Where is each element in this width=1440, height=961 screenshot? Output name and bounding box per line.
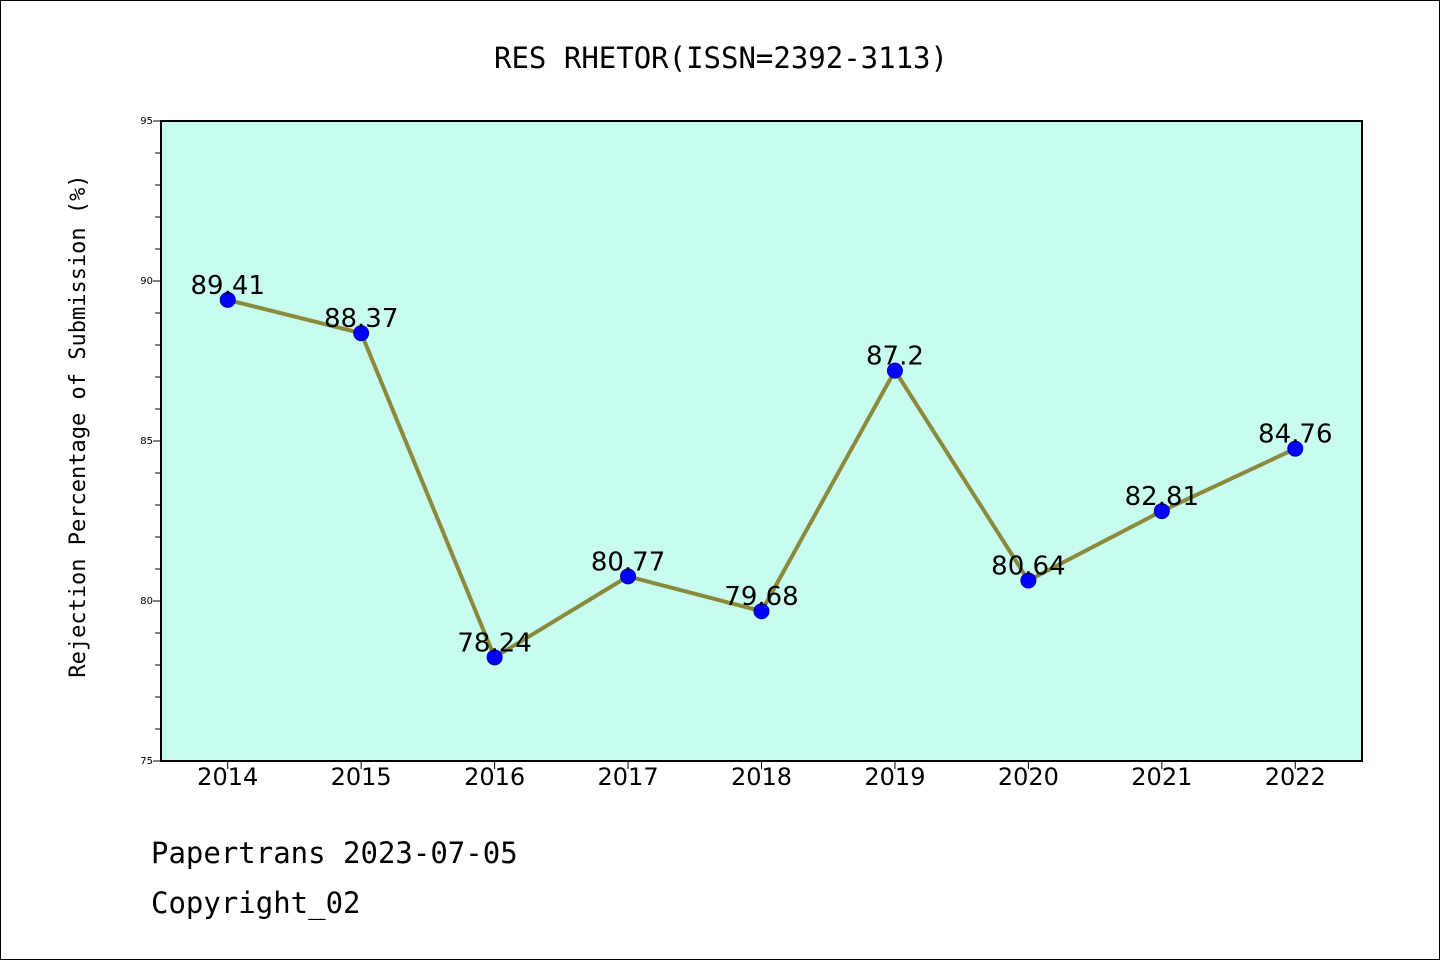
x-axis: 2014 2015 2016 2017 2018 2019 2020 2021 2022: [197, 761, 1326, 791]
data-label: 80.64: [991, 552, 1065, 582]
x-tick-label: 2021: [1131, 763, 1192, 791]
data-label: 80.77: [591, 547, 665, 577]
data-point: [1287, 440, 1304, 457]
data-point: [1153, 503, 1170, 520]
plot-border: [160, 120, 1363, 762]
x-tick-label: 2015: [331, 763, 392, 791]
data-point: [886, 362, 903, 379]
y-tick-label: 90: [140, 276, 153, 287]
data-label: 87.2: [866, 342, 924, 372]
x-tick-label: 2017: [598, 763, 659, 791]
footer-copyright: Copyright_02: [151, 886, 361, 920]
y-axis-label: Rejection Percentage of Submission (%): [66, 174, 91, 677]
series-group: 89.41 88.37 78.24 80.77 79.68 87.2 80.64 82.81 8…: [191, 271, 1332, 666]
x-tick-label: 2019: [864, 763, 925, 791]
y-tick-label: 75: [140, 756, 153, 767]
y-axis: 75 80 85 90 95: [140, 116, 161, 767]
data-label: 82.81: [1125, 482, 1199, 512]
data-point: [753, 603, 770, 620]
data-point: [353, 325, 370, 342]
x-tick-label: 2016: [464, 763, 525, 791]
x-tick-label: 2022: [1265, 763, 1326, 791]
data-label: 79.68: [724, 582, 798, 612]
x-tick-label: 2018: [731, 763, 792, 791]
data-label: 88.37: [324, 304, 398, 334]
y-tick-label: 85: [140, 436, 153, 447]
data-label: 84.76: [1258, 420, 1332, 450]
data-point: [620, 568, 637, 585]
y-tick-label: 95: [140, 116, 153, 127]
y-tick-label: 80: [140, 596, 153, 607]
data-label: 89.41: [191, 271, 265, 301]
data-point: [486, 649, 503, 666]
data-label: 78.24: [457, 628, 531, 658]
footer-date: Papertrans 2023-07-05: [151, 836, 518, 870]
data-point: [1020, 572, 1037, 589]
chart-title: RES RHETOR(ISSN=2392-3113): [494, 41, 948, 75]
plot-area: [161, 121, 1362, 761]
x-tick-label: 2020: [998, 763, 1059, 791]
x-tick-label: 2014: [197, 763, 258, 791]
data-point: [219, 291, 236, 308]
